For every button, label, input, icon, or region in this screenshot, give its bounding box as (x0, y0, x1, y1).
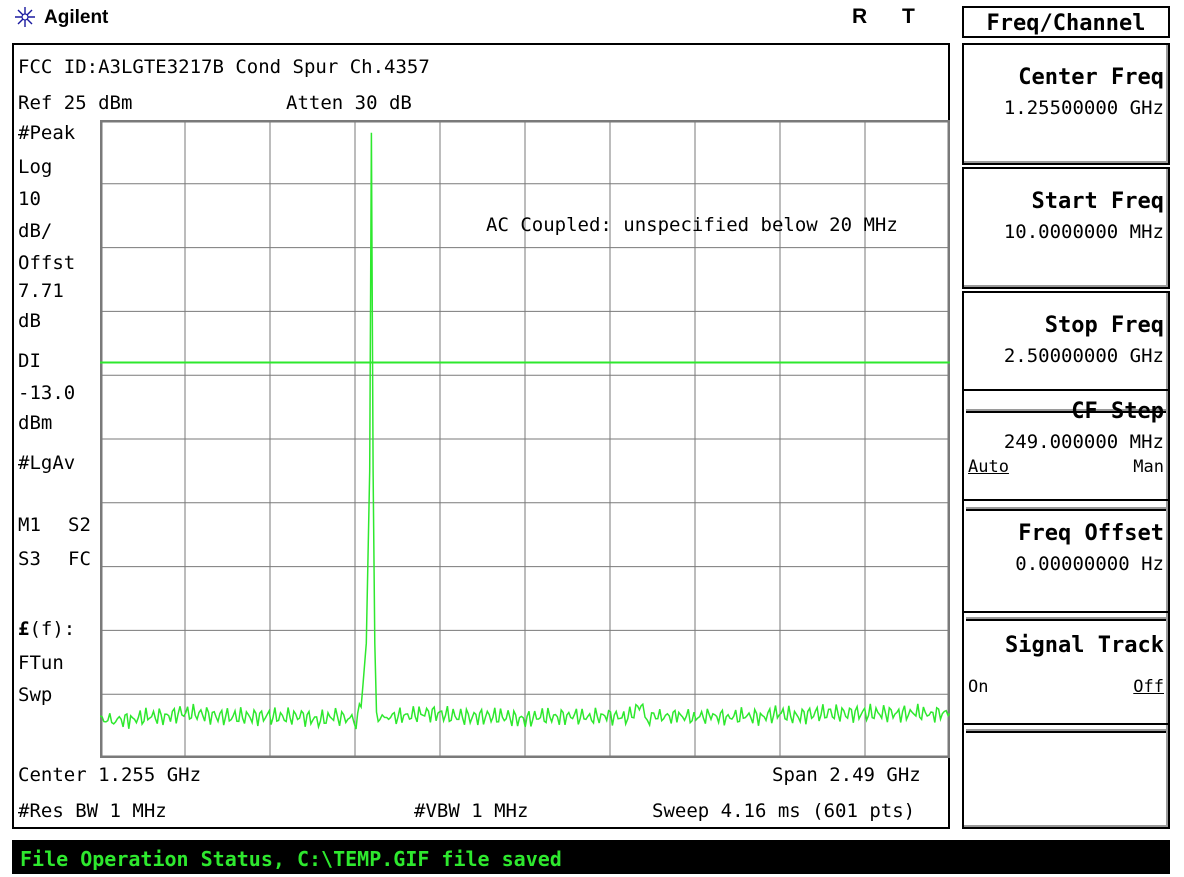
center-frequency: Center 1.255 GHz (18, 764, 202, 786)
softkey-label: Signal Track (1005, 633, 1164, 658)
softkey-label: Stop Freq (1044, 313, 1164, 338)
offset-value: 7.71 (18, 280, 64, 302)
menu-title: Freq/Channel (962, 6, 1170, 38)
remote-indicator: R (852, 5, 868, 28)
sweep-time: Sweep 4.16 ms (601 pts) (652, 800, 916, 822)
brand-name: Agilent (44, 7, 109, 28)
ftun-label: FTun (18, 652, 64, 674)
softkey-label: CF Step (1071, 399, 1164, 424)
file-status-bar: File Operation Status, C:\TEMP.GIF file … (12, 840, 1170, 874)
display-line-unit: dBm (18, 412, 53, 434)
lf-suffix: (f): (29, 618, 76, 640)
softkey-start-freq[interactable]: Start Freq 10.0000000 MHz (962, 167, 1170, 289)
fc-label: FC (68, 548, 91, 570)
display-line-label: DI (18, 350, 41, 372)
lf-label: £(f): (18, 620, 75, 639)
attenuation: Atten 30 dB (286, 92, 412, 114)
softkey-signal-track[interactable]: Signal Track On Off (962, 611, 1170, 733)
ac-coupled-annotation: AC Coupled: unspecified below 20 MHz (486, 214, 898, 236)
detector-label: #Peak (18, 122, 76, 144)
trigger-indicator: T (902, 5, 915, 28)
scale-value: 10 (18, 188, 41, 210)
softkey-value: 10.0000000 MHz (1003, 221, 1164, 243)
scale-unit: dB/ (18, 220, 53, 242)
scale-type-label: Log (18, 156, 53, 178)
softkey-cf-step[interactable]: CF Step 249.000000 MHz Auto Man (962, 389, 1170, 511)
softkey-label: Start Freq (1031, 189, 1164, 214)
average-label: #LgAv (18, 452, 76, 474)
marker-m1-label: M1 (18, 514, 41, 536)
display-title: FCC ID:A3LGTE3217B Cond Spur Ch.4357 (18, 56, 430, 78)
video-bandwidth: #VBW 1 MHz (414, 800, 529, 822)
softkey-freq-offset[interactable]: Freq Offset 0.00000000 Hz (962, 499, 1170, 621)
softkey-label: Freq Offset (1018, 521, 1164, 546)
cf-step-auto-option: Auto (968, 457, 1009, 477)
marker-s3-label: S3 (18, 548, 41, 570)
offset-unit: dB (18, 310, 41, 332)
cf-step-man-option: Man (1133, 457, 1164, 477)
spectrum-trace (100, 132, 950, 730)
marker-s2-label: S2 (68, 514, 91, 536)
frequency-span: Span 2.49 GHz (772, 764, 921, 786)
grid-lines (100, 120, 950, 758)
softkey-value: 0.00000000 Hz (1015, 553, 1164, 575)
softkey-value: 1.25500000 GHz (1003, 97, 1164, 119)
softkey-blank[interactable] (962, 723, 1170, 829)
softkey-center-freq[interactable]: Center Freq 1.25500000 GHz (962, 43, 1170, 165)
lf-symbol: £ (18, 618, 30, 640)
spectrum-graticule (100, 120, 950, 758)
signal-track-off-option: Off (1133, 677, 1164, 697)
softkey-value: 249.000000 MHz (1003, 431, 1164, 453)
display-line-value: -13.0 (18, 382, 76, 404)
graticule-border (100, 120, 950, 758)
offset-label: Offst (18, 252, 76, 274)
agilent-spark-icon (15, 7, 35, 27)
swp-label: Swp (18, 684, 53, 706)
signal-track-on-option: On (968, 677, 989, 697)
softkey-stop-freq[interactable]: Stop Freq 2.50000000 GHz (962, 291, 1170, 413)
softkey-value: 2.50000000 GHz (1003, 345, 1164, 367)
ref-level: Ref 25 dBm (18, 92, 133, 114)
resolution-bandwidth: #Res BW 1 MHz (18, 800, 167, 822)
softkey-label: Center Freq (1018, 65, 1164, 90)
